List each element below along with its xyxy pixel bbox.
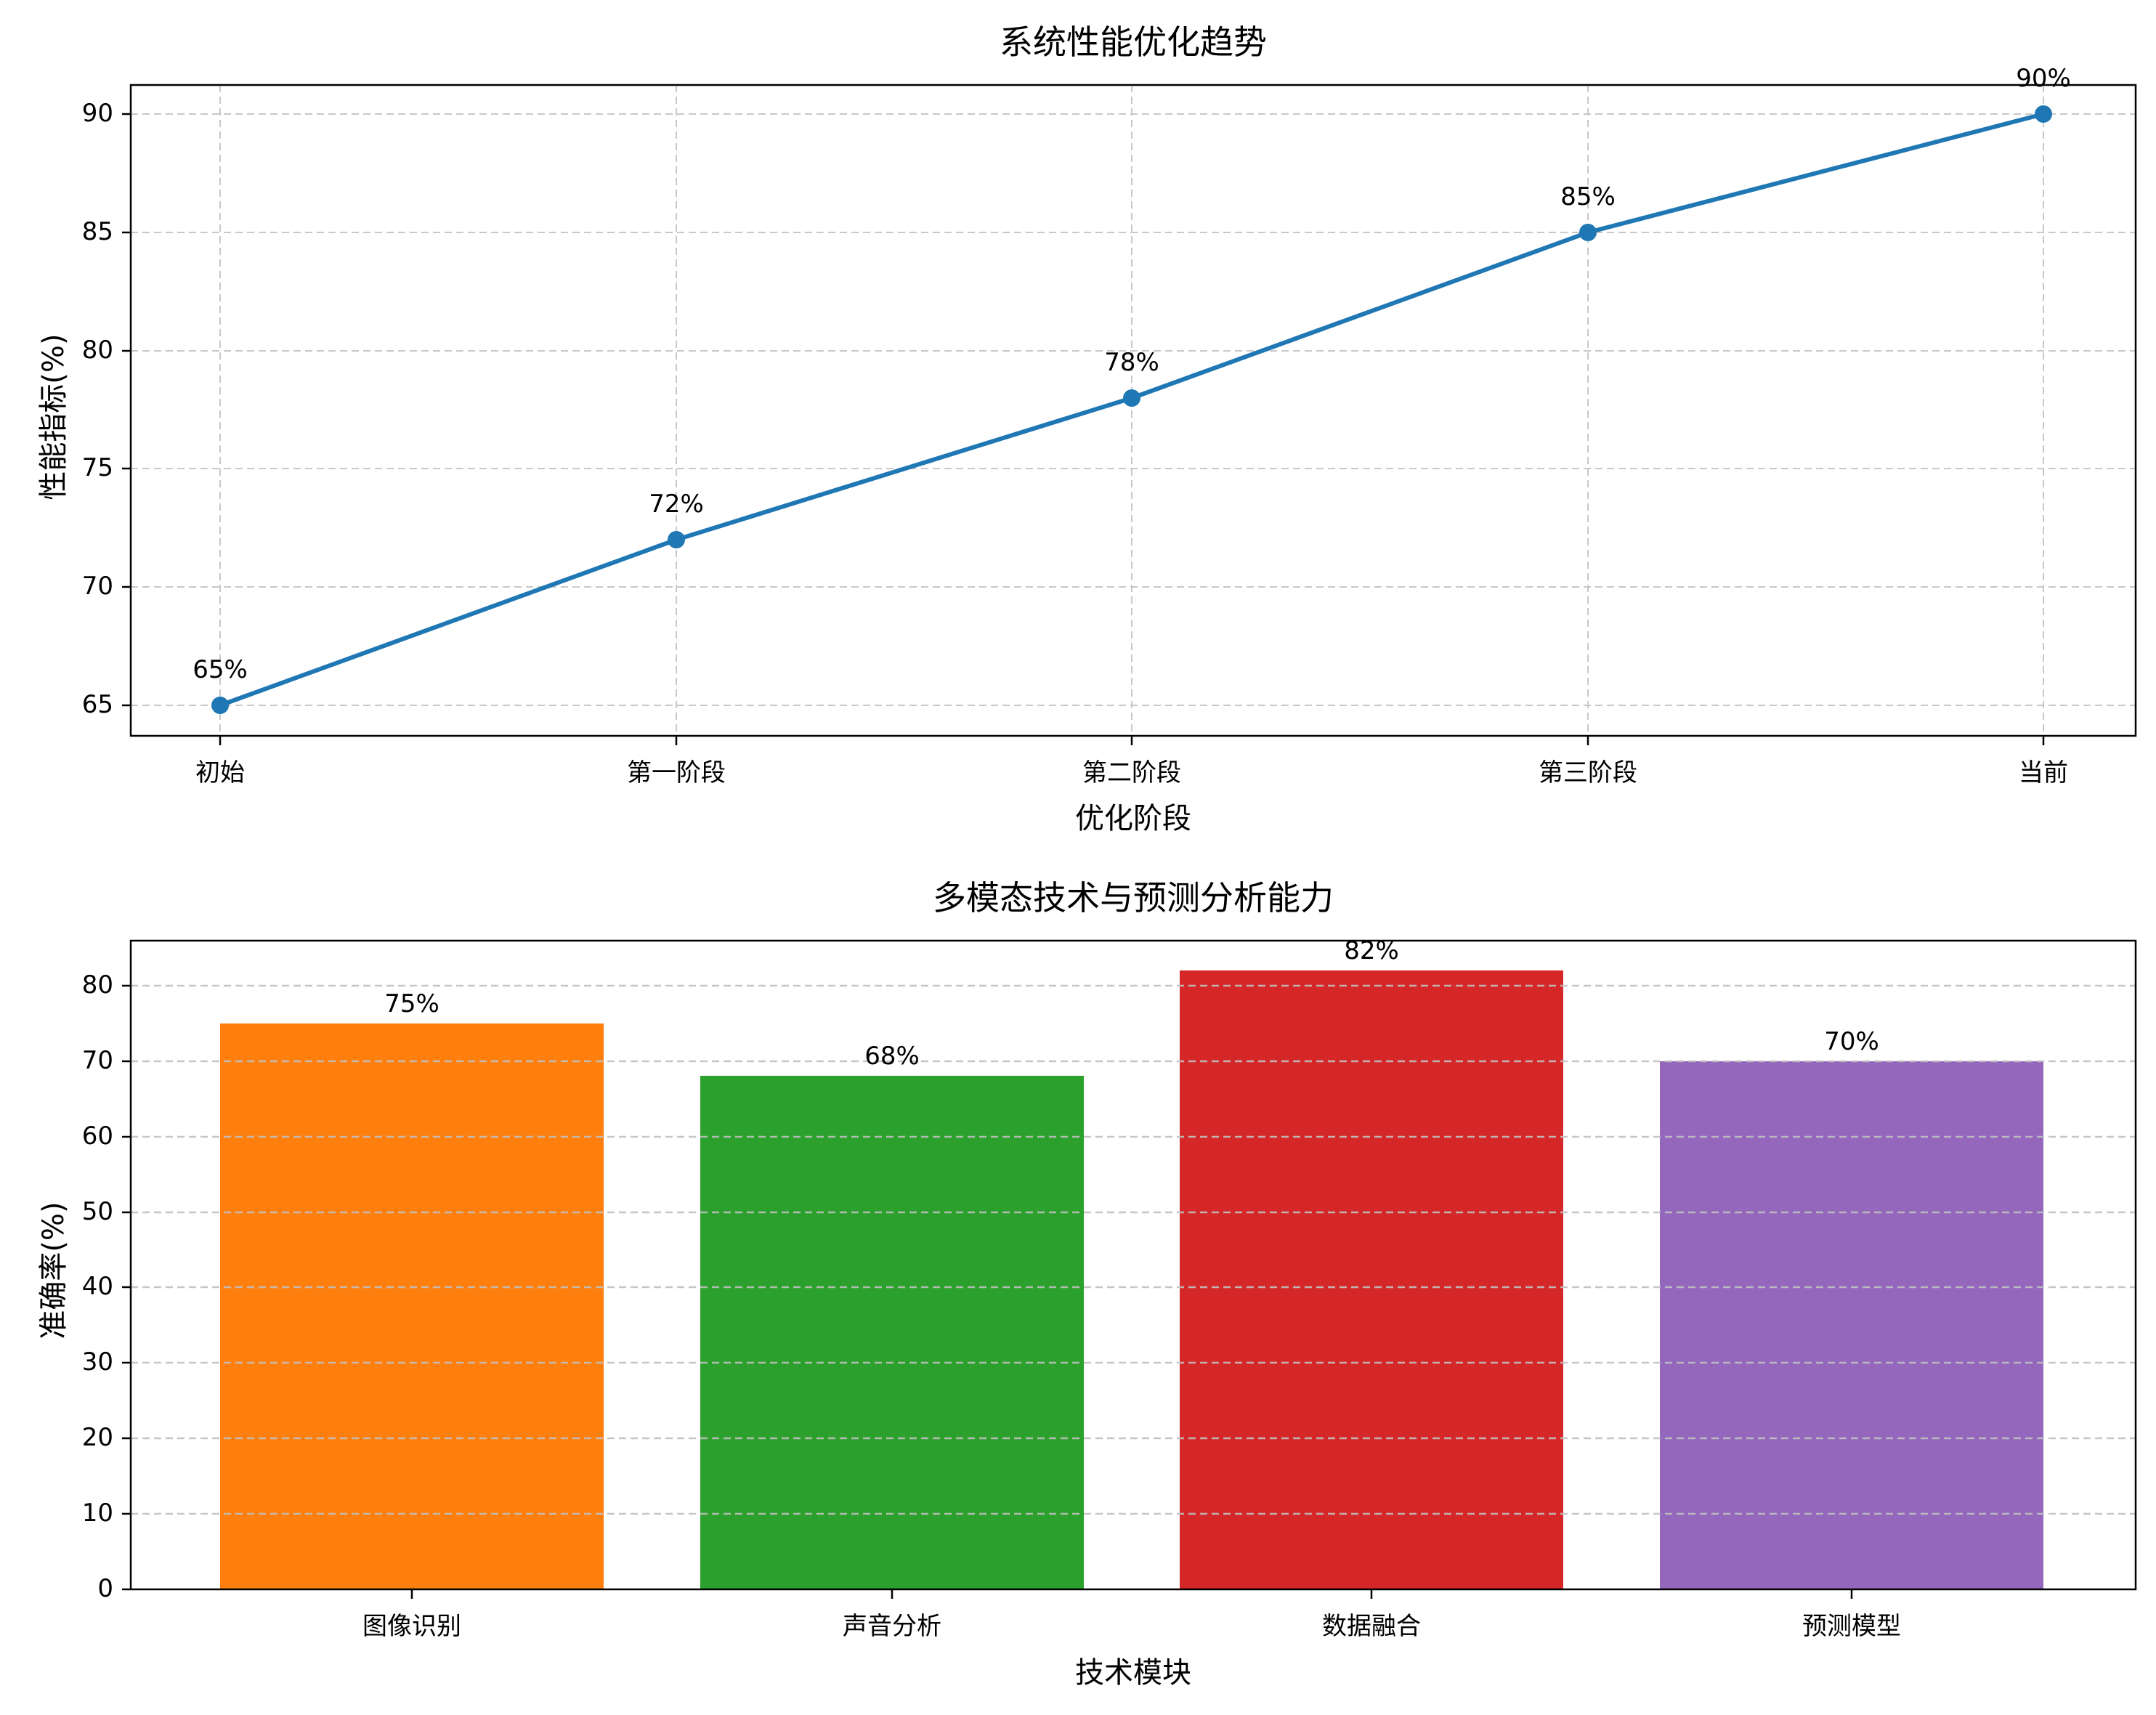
bottom-ytick: 20 bbox=[81, 1423, 113, 1452]
bar-value-label: 82% bbox=[1344, 936, 1399, 965]
top-axes-frame bbox=[129, 84, 2137, 737]
top-data-label: 90% bbox=[2016, 64, 2071, 93]
bottom-ytick: 50 bbox=[81, 1197, 113, 1226]
bottom-x-axis-label: 技术模块 bbox=[1075, 1656, 1191, 1690]
top-ytick: 70 bbox=[81, 572, 113, 601]
top-chart-plot bbox=[122, 84, 2137, 745]
top-ytick: 65 bbox=[81, 690, 113, 719]
top-xtick: 第一阶段 bbox=[627, 758, 726, 787]
bottom-ytick: 10 bbox=[81, 1499, 113, 1528]
top-xtick: 初始 bbox=[195, 758, 245, 787]
bottom-chart-title: 多模态技术与预测分析能力 bbox=[933, 878, 1334, 917]
top-data-label: 78% bbox=[1104, 348, 1159, 377]
bottom-xtick: 图像识别 bbox=[362, 1612, 461, 1641]
top-xtick: 当前 bbox=[2019, 758, 2068, 787]
top-data-label: 72% bbox=[649, 490, 704, 519]
bar-image-recognition bbox=[220, 1023, 604, 1589]
bottom-xtick: 声音分析 bbox=[843, 1612, 941, 1641]
top-ytick: 80 bbox=[81, 336, 113, 365]
bottom-xtick: 数据融合 bbox=[1322, 1612, 1421, 1641]
top-xtick: 第三阶段 bbox=[1539, 758, 1637, 787]
bar-data-fusion bbox=[1180, 970, 1563, 1589]
bottom-grid bbox=[131, 984, 2136, 1515]
top-ytick: 75 bbox=[81, 453, 113, 482]
bar-audio-analysis bbox=[700, 1076, 1084, 1589]
bar-value-label: 68% bbox=[864, 1042, 920, 1071]
bottom-ytick: 30 bbox=[81, 1347, 113, 1377]
bottom-ytick: 0 bbox=[97, 1574, 113, 1603]
top-ytick: 85 bbox=[81, 217, 113, 246]
top-xtick: 第二阶段 bbox=[1082, 758, 1181, 787]
bottom-axes-frame bbox=[129, 939, 2137, 1591]
bar-value-label: 70% bbox=[1824, 1027, 1879, 1056]
top-ytick: 90 bbox=[81, 99, 113, 128]
bottom-xtick: 预测模型 bbox=[1802, 1612, 1901, 1641]
bottom-y-axis-label: 准确率(%) bbox=[37, 1201, 70, 1339]
top-x-axis-label: 优化阶段 bbox=[1075, 802, 1191, 835]
bottom-ytick: 70 bbox=[81, 1046, 113, 1075]
bottom-ytick: 60 bbox=[81, 1122, 113, 1151]
top-chart-title: 系统性能优化趋势 bbox=[1000, 23, 1267, 62]
bar-prediction-model bbox=[1660, 1061, 2043, 1589]
bar-value-label: 75% bbox=[384, 989, 439, 1018]
top-data-label: 65% bbox=[192, 655, 248, 684]
bottom-ytick: 40 bbox=[81, 1272, 113, 1301]
performance-markers bbox=[211, 105, 2052, 714]
bottom-ytick: 80 bbox=[81, 970, 113, 1000]
top-grid bbox=[131, 85, 2136, 736]
top-data-label: 85% bbox=[1560, 182, 1616, 211]
